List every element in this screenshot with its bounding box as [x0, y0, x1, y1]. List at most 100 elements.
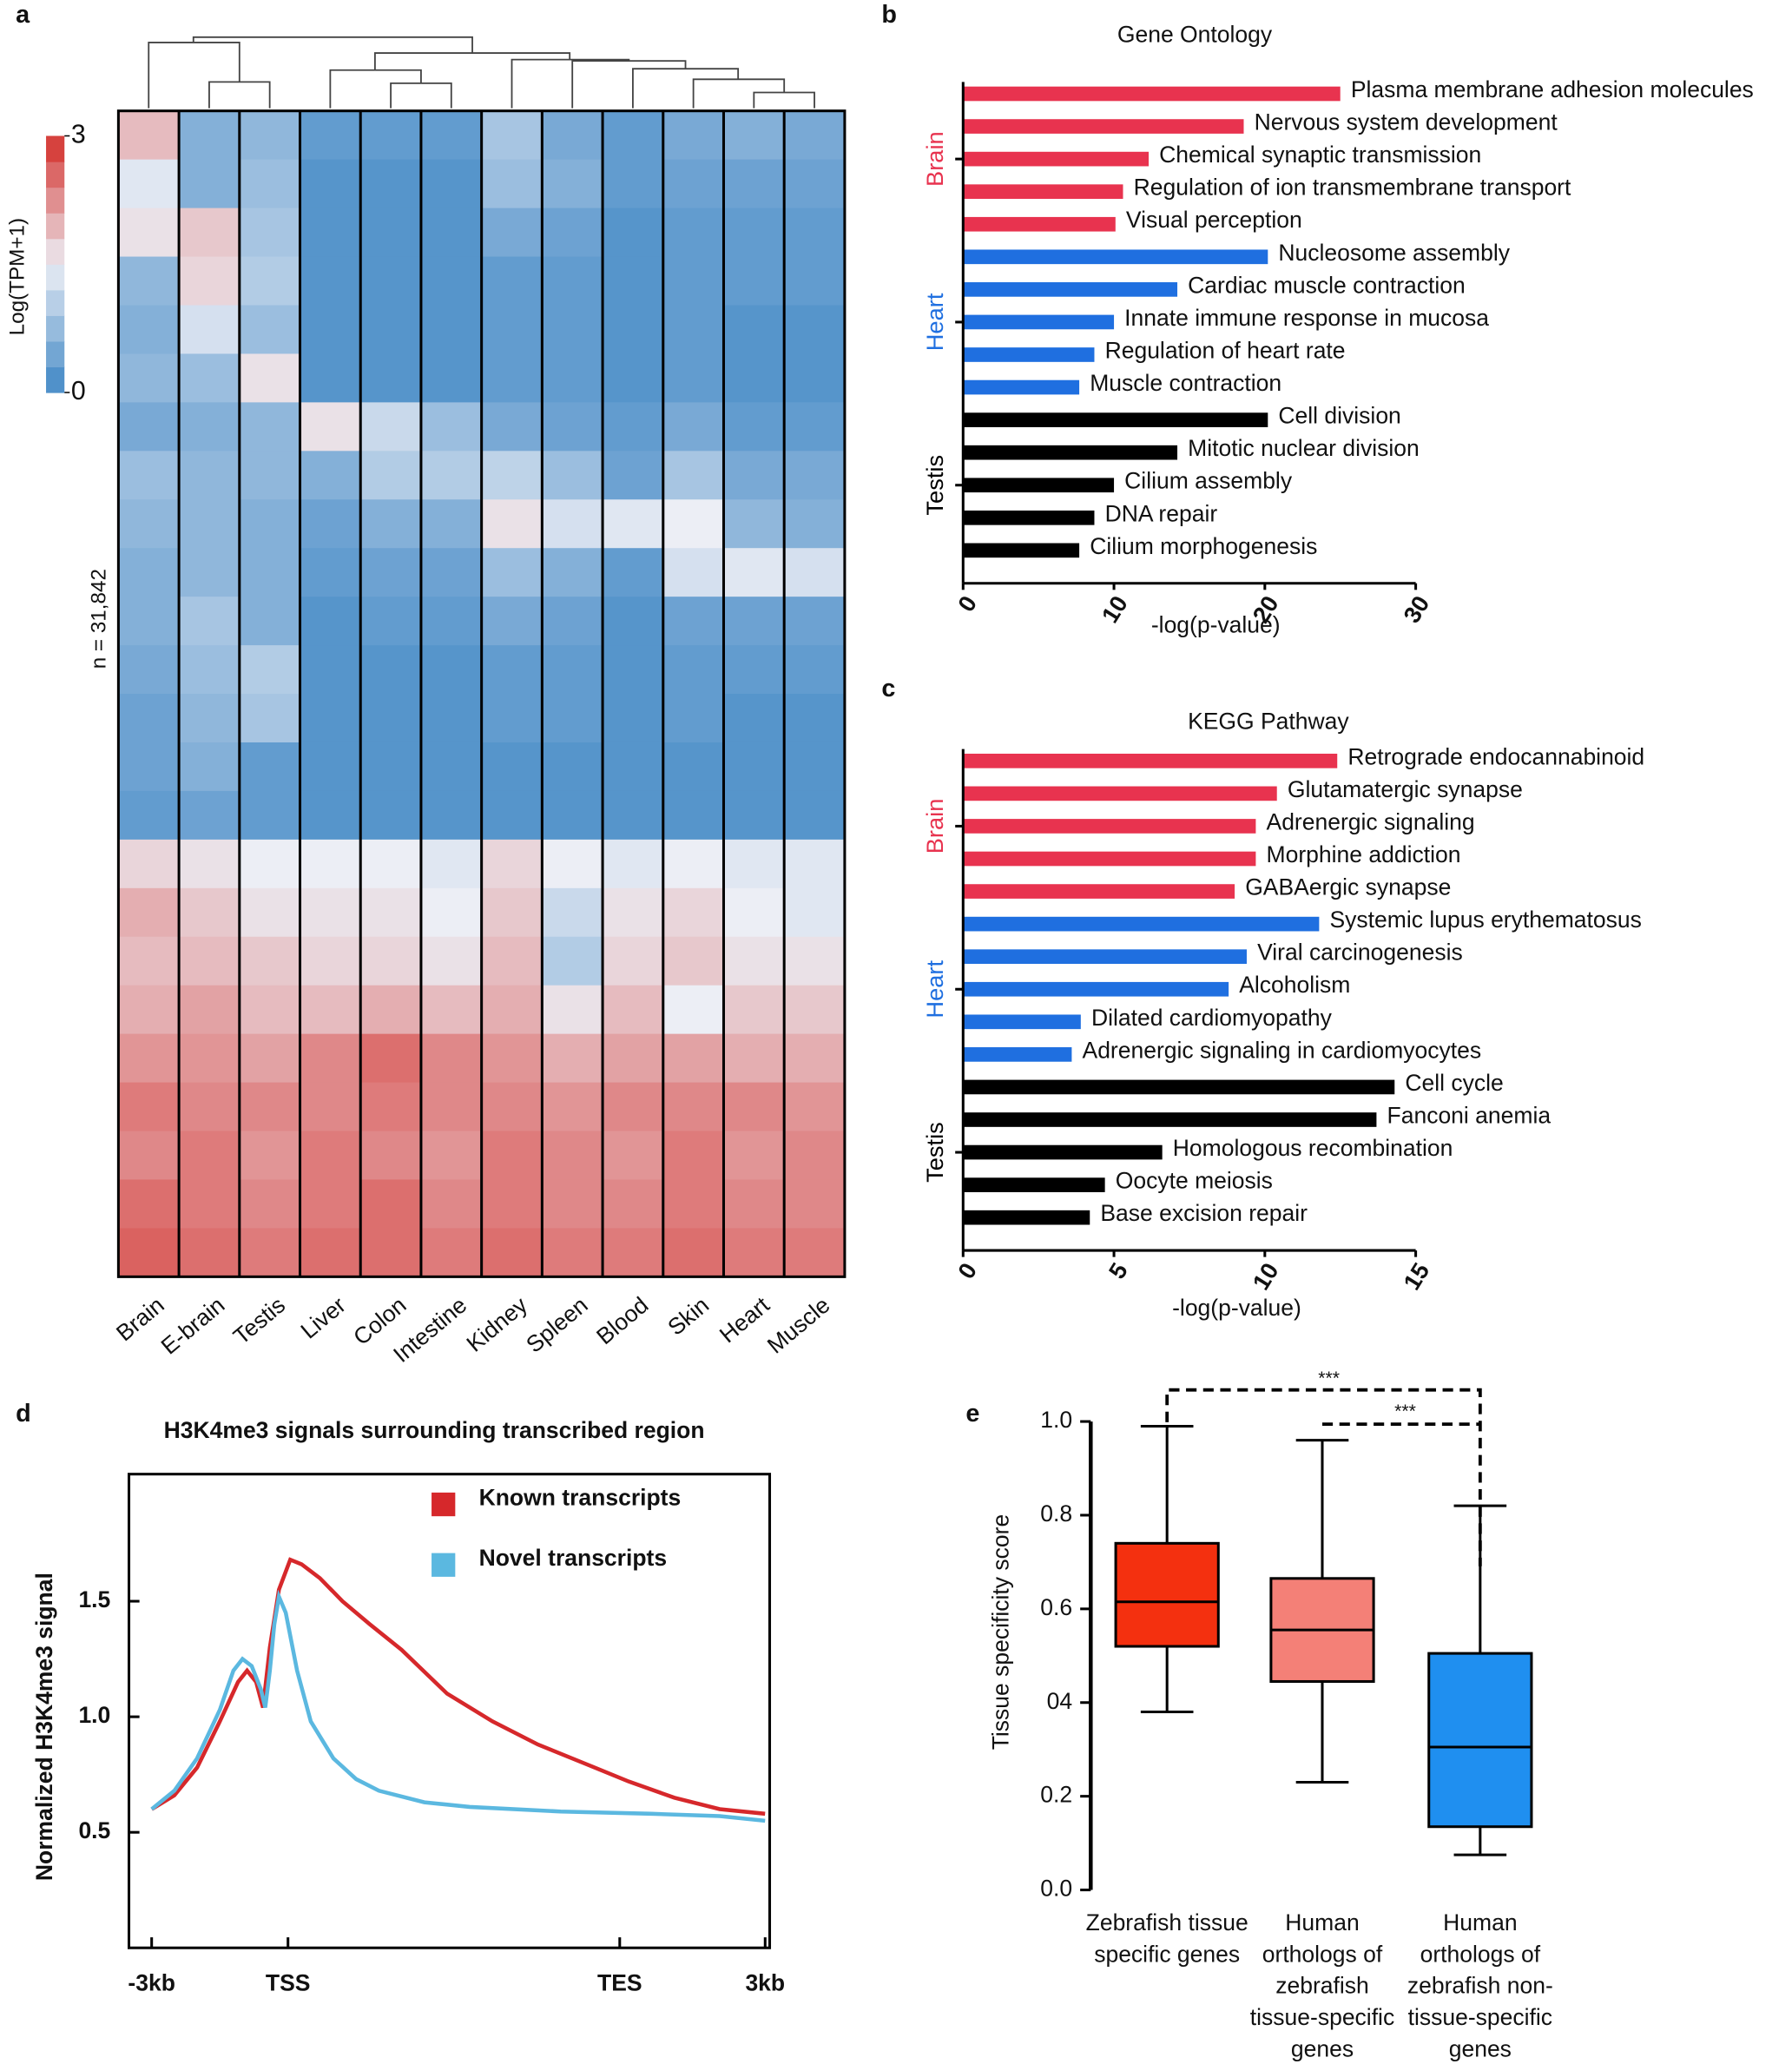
- heatmap-cell: [420, 548, 483, 597]
- heatmap-cell: [662, 936, 725, 986]
- heatmap-cell: [542, 256, 603, 307]
- heatmap-cell: [784, 208, 846, 258]
- heatmap-cell: [360, 597, 422, 646]
- heatmap-cell: [118, 548, 180, 597]
- heatmap-cell: [481, 1228, 543, 1277]
- bar-label: Nucleosome assembly: [1278, 240, 1510, 266]
- bar: [963, 949, 1247, 965]
- heatmap-cell: [300, 451, 361, 500]
- heatmap-cell: [179, 694, 240, 743]
- bar-label: Retrograde endocannabinoid: [1347, 743, 1644, 769]
- panel-label: d: [16, 1400, 31, 1428]
- heatmap-cell: [239, 1228, 301, 1277]
- group-label: Brain: [921, 799, 948, 854]
- bar-label: Homologous recombination: [1173, 1135, 1453, 1161]
- column-label: E-brain: [156, 1292, 230, 1360]
- bar-label: Nervous system development: [1255, 109, 1558, 135]
- bar-label: Cilium assembly: [1124, 468, 1293, 494]
- heatmap-cell: [420, 985, 483, 1035]
- colorbar-step: [46, 238, 65, 265]
- heatmap-cell: [420, 305, 483, 355]
- heatmap-cell: [723, 1033, 785, 1084]
- heatmap-cell: [603, 159, 664, 209]
- heatmap-cell: [239, 1082, 301, 1132]
- heatmap-cell: [179, 256, 240, 307]
- column-label: Skin: [662, 1292, 714, 1341]
- heatmap-cell: [723, 451, 785, 500]
- heatmap-cell: [239, 159, 301, 209]
- heatmap-cell: [300, 742, 361, 792]
- heatmap-cell: [300, 790, 361, 841]
- heatmap-cell: [239, 499, 301, 549]
- heatmap-cell: [300, 208, 361, 258]
- bar-label: Dilated cardiomyopathy: [1091, 1005, 1333, 1031]
- heatmap-cell: [784, 790, 846, 841]
- heatmap-cell: [179, 936, 240, 986]
- heatmap-cell: [603, 402, 664, 452]
- heatmap-cell: [784, 499, 846, 549]
- heatmap-cell: [603, 110, 664, 161]
- heatmap-cell: [481, 645, 543, 695]
- heatmap-cell: [662, 1033, 725, 1084]
- bar: [963, 819, 1256, 834]
- heatmap-cell: [542, 790, 603, 841]
- heatmap-cell: [360, 159, 422, 209]
- heatmap-cell: [723, 645, 785, 695]
- category-label: orthologs of: [1262, 1941, 1383, 1967]
- heatmap-cell: [542, 110, 603, 161]
- heatmap-cell: [179, 159, 240, 209]
- bar-label: GABAergic synapse: [1245, 874, 1451, 900]
- significance-label: ***: [1318, 1368, 1340, 1388]
- heatmap-cell: [360, 256, 422, 307]
- heatmap-cell: [784, 597, 846, 646]
- y-tick-label: 0.2: [1040, 1782, 1072, 1808]
- significance-label: ***: [1394, 1401, 1416, 1421]
- y-tick-label: 1.0: [1040, 1407, 1072, 1433]
- heatmap-cell: [542, 1033, 603, 1084]
- bar: [963, 478, 1115, 493]
- heatmap-cell: [542, 451, 603, 500]
- heatmap-cell: [118, 353, 180, 403]
- heatmap-cell: [179, 110, 240, 161]
- column-label: Blood: [591, 1292, 653, 1350]
- bar-label: Fanconi anemia: [1387, 1102, 1552, 1128]
- panel-label: c: [881, 675, 895, 702]
- legend-swatch: [432, 1492, 456, 1517]
- heatmap-cell: [118, 451, 180, 500]
- heatmap-cell: [784, 1131, 846, 1181]
- heatmap-cell: [481, 694, 543, 743]
- heatmap-cell: [239, 305, 301, 355]
- heatmap-cell: [360, 645, 422, 695]
- heatmap-cell: [784, 1228, 846, 1277]
- heatmap-cell: [300, 305, 361, 355]
- bar: [963, 1014, 1081, 1030]
- heatmap-cell: [662, 742, 725, 792]
- heatmap-cell: [118, 402, 180, 452]
- heatmap-cell: [360, 1131, 422, 1181]
- heatmap-cell: [360, 402, 422, 452]
- colorbar-tick-label: 3: [71, 121, 86, 149]
- heatmap-cell: [603, 839, 664, 889]
- chart-title: Gene Ontology: [1117, 21, 1273, 47]
- heatmap-cell: [662, 208, 725, 258]
- x-tick-label: TSS: [266, 1970, 311, 1996]
- heatmap-cell: [239, 110, 301, 161]
- bar: [963, 753, 1338, 768]
- heatmap-cell: [239, 790, 301, 841]
- significance-bracket: [1165, 1388, 1482, 1566]
- category-label: Human: [1285, 1909, 1359, 1935]
- category-label: genes: [1449, 2035, 1512, 2061]
- heatmap-cell: [481, 208, 543, 258]
- heatmap-cell: [420, 936, 483, 986]
- bar: [963, 412, 1268, 427]
- legend-label: Novel transcripts: [479, 1545, 668, 1571]
- heatmap-cell: [360, 839, 422, 889]
- x-axis-label: -log(p-value): [1151, 612, 1281, 638]
- heatmap-cell: [784, 305, 846, 355]
- category-label: zebrafish: [1275, 1973, 1369, 1999]
- heatmap-cell: [179, 208, 240, 258]
- bar: [963, 347, 1095, 362]
- heatmap-cell: [179, 1131, 240, 1181]
- bar-label: Cell cycle: [1405, 1070, 1503, 1096]
- heatmap-cell: [481, 1033, 543, 1084]
